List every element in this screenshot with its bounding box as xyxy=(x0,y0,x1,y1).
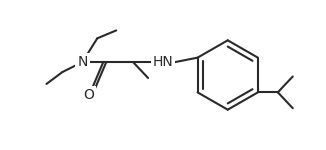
Text: O: O xyxy=(83,88,94,102)
Text: HN: HN xyxy=(153,55,173,69)
Text: N: N xyxy=(77,55,88,69)
